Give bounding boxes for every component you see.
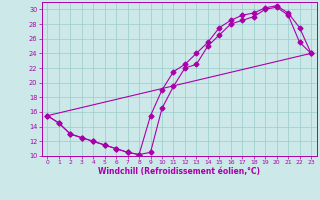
X-axis label: Windchill (Refroidissement éolien,°C): Windchill (Refroidissement éolien,°C) bbox=[98, 167, 260, 176]
